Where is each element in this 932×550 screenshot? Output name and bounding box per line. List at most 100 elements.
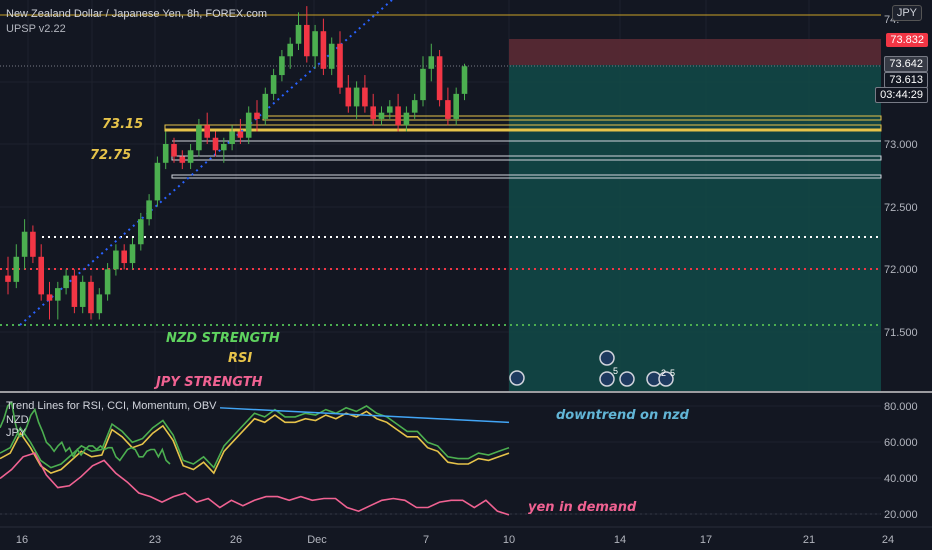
lower-grid: [0, 405, 881, 515]
event-marker: [658, 371, 674, 387]
series-yellow: [0, 410, 510, 475]
time-tick-label: 16: [16, 534, 28, 546]
lower-tick-label: 60.000: [884, 437, 918, 449]
candle-body: [104, 269, 111, 295]
candle-body: [55, 288, 61, 301]
level-label-upper: 73.15: [102, 117, 144, 132]
candle-body: [113, 250, 119, 270]
candle-body: [21, 231, 28, 257]
time-tick-label: 7: [423, 534, 429, 546]
time-tick-label: 26: [230, 534, 242, 546]
time-tick-label: Dec: [307, 534, 327, 546]
candle-body: [212, 137, 219, 151]
time-tick-label: 24: [882, 534, 894, 546]
yen-demand-label: yen in demand: [528, 500, 637, 515]
candle-body: [287, 43, 293, 57]
candle-body: [179, 156, 186, 163]
current-price-badge: 73.642: [884, 56, 928, 72]
candle-body: [71, 275, 78, 307]
candle-body: [79, 281, 86, 307]
lower-axis[interactable]: 80.000 60.000 40.000 20.000: [884, 401, 918, 521]
candle-body: [387, 106, 393, 113]
level-box-upper-3: [164, 128, 882, 132]
price-tick-label: 71.500: [884, 327, 918, 339]
candle-body: [262, 93, 269, 119]
series-nzd: [0, 405, 510, 470]
jpy-strength-label: JPY STRENGTH: [156, 375, 263, 390]
candle-body: [320, 31, 327, 69]
candle-body: [312, 31, 318, 57]
candle-body: [353, 87, 360, 107]
time-tick-label: 23: [149, 534, 161, 546]
candle-body: [270, 75, 277, 94]
event-marker: [599, 371, 615, 387]
price-tick-label: 72.000: [884, 264, 918, 276]
candle-body: [370, 106, 376, 119]
stop-loss-zone[interactable]: [509, 39, 881, 65]
level-box-upper: [164, 124, 882, 131]
level-box-lower: [171, 155, 882, 161]
lower-tick-label: 40.000: [884, 473, 918, 485]
level-label-lower: 72.75: [90, 148, 132, 163]
downtrend-label: downtrend on nzd: [556, 408, 689, 423]
position-zones: [509, 39, 881, 391]
candles: [5, 6, 468, 320]
candle-body: [279, 56, 285, 76]
event-count: 5: [670, 368, 675, 378]
candle-body: [46, 294, 53, 301]
price-tick-label: 73.000: [884, 139, 918, 151]
candle-body: [121, 250, 127, 264]
candle-body: [187, 150, 194, 163]
candle-body: [88, 281, 94, 314]
candle-body: [420, 68, 426, 101]
event-count: 2: [661, 368, 666, 378]
candle-body: [245, 112, 252, 138]
series-jpy: [0, 452, 510, 516]
event-marker: [509, 370, 525, 386]
indicator-lines: [0, 400, 510, 516]
time-axis[interactable]: 16 23 26 Dec 7 10 14 17 21 24: [0, 526, 932, 546]
time-tick-label: 21: [803, 534, 815, 546]
candle-body: [196, 125, 202, 151]
candle-body: [304, 24, 310, 57]
chart-title: New Zealand Dollar / Japanese Yen, 8h, F…: [6, 8, 268, 20]
time-tick-label: 17: [700, 534, 712, 546]
candle-body: [5, 275, 11, 282]
candle-body: [254, 112, 260, 119]
candle-body: [428, 56, 435, 69]
take-profit-zone[interactable]: [509, 65, 881, 391]
nzd-strength-label: NZD STRENGTH: [166, 331, 280, 346]
candle-body: [445, 100, 451, 119]
candle-body: [38, 256, 44, 295]
candle-body: [411, 100, 418, 113]
candle-body: [204, 125, 210, 138]
trend-line: [19, 0, 393, 326]
indicator-name: UPSP v2.22: [6, 23, 66, 35]
legend-nzd: NZD: [6, 414, 29, 426]
time-tick-label: 14: [614, 534, 626, 546]
currency-button[interactable]: JPY: [891, 5, 922, 21]
candle-body: [328, 43, 335, 69]
event-marker: [619, 371, 635, 387]
lower-tick-label: 20.000: [884, 509, 918, 521]
event-marker: [599, 350, 615, 366]
candle-body: [138, 219, 144, 245]
candle-body: [403, 112, 410, 126]
candle-body: [337, 43, 343, 88]
candle-body: [146, 200, 152, 220]
candle-body: [461, 66, 468, 94]
candle-body: [436, 56, 443, 101]
candle-body: [162, 144, 169, 163]
candle-body: [378, 112, 385, 119]
candle-body: [395, 106, 401, 126]
series-green-2: [0, 400, 171, 465]
price-tick-label: 72.500: [884, 202, 918, 214]
lower-pane-title: Trend Lines for RSI, CCI, Momentum, OBV: [6, 400, 217, 412]
rising-trend-line: [19, 0, 393, 326]
candle-body: [362, 87, 368, 107]
candle-body: [295, 24, 302, 44]
legend-jpy: JPY: [6, 427, 27, 439]
candle-body: [237, 131, 244, 138]
